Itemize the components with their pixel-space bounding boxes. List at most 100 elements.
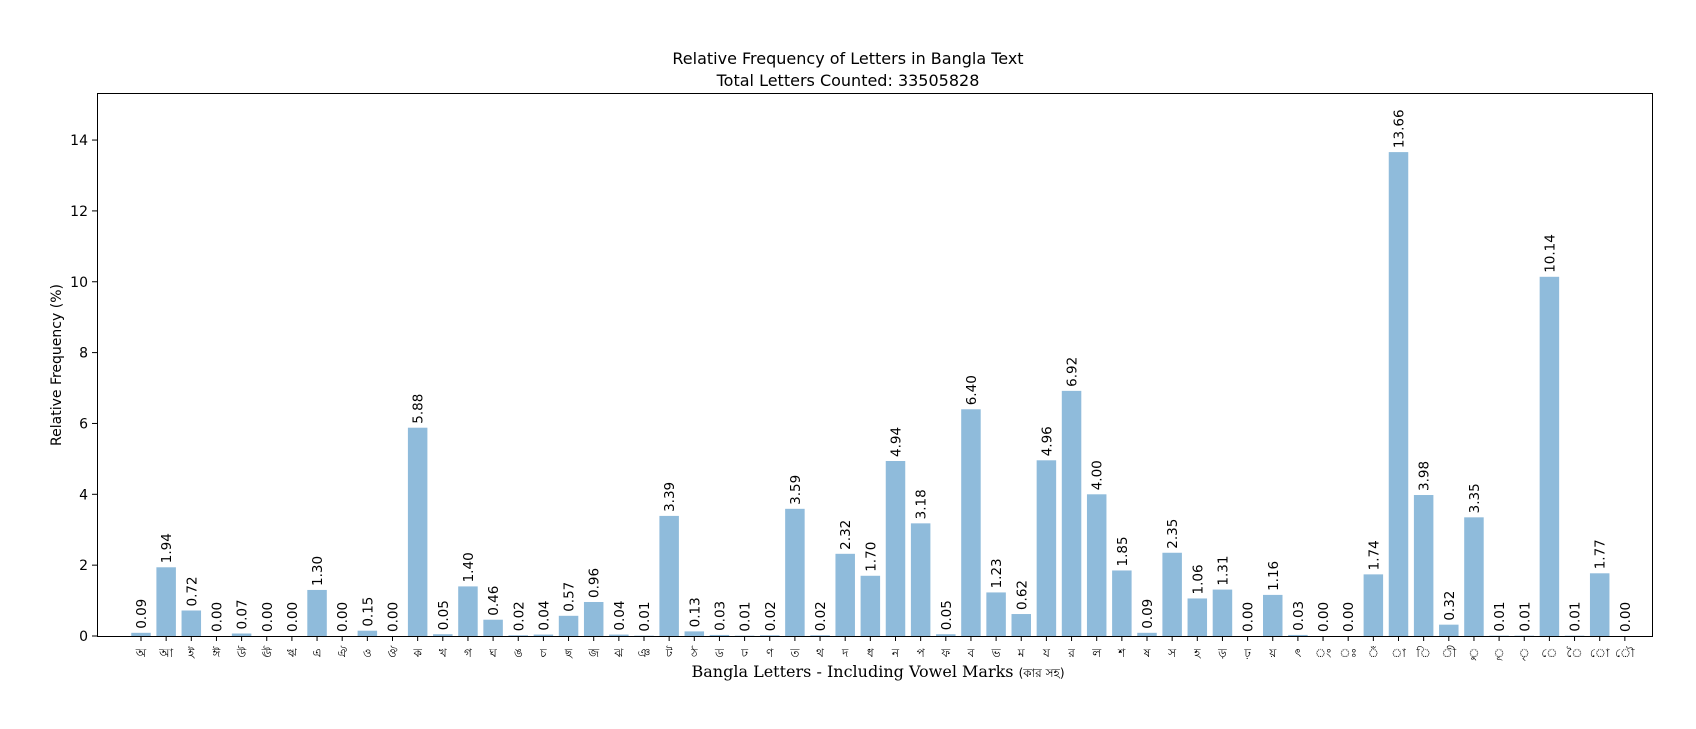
- x-tick-label: ে: [1541, 646, 1557, 660]
- bar: [1162, 552, 1182, 636]
- bar: [936, 634, 956, 636]
- data-label: 1.40: [461, 552, 477, 582]
- bar: [885, 461, 906, 636]
- data-label: 1.16: [1266, 561, 1282, 591]
- data-label: 10.14: [1542, 234, 1558, 273]
- bar: [684, 631, 705, 636]
- x-tick-label: র: [1067, 646, 1075, 660]
- x-tick-label: ঃ: [1339, 646, 1357, 660]
- data-label: 4.00: [1090, 460, 1106, 490]
- data-label: 0.01: [1492, 602, 1508, 632]
- x-tick-label: ং: [1315, 646, 1331, 660]
- data-label: 0.00: [209, 602, 225, 632]
- data-label: 0.00: [1341, 602, 1357, 632]
- data-label: 0.46: [486, 586, 502, 616]
- data-label: 0.00: [386, 602, 402, 632]
- x-tick-label: ী: [1441, 646, 1456, 660]
- bar: [533, 634, 554, 636]
- bar: [1413, 495, 1434, 636]
- bar: [231, 633, 252, 636]
- bar: [1036, 460, 1057, 636]
- x-tick-label: ফ: [940, 646, 950, 660]
- bar: [583, 601, 604, 636]
- bar: [357, 630, 378, 636]
- data-label: 4.96: [1039, 426, 1055, 456]
- bar: [181, 610, 202, 636]
- x-tick-label: দ: [841, 646, 849, 660]
- data-label: 3.35: [1467, 483, 1483, 513]
- x-tick-label: ঁ: [1368, 645, 1379, 660]
- y-axis-label: Relative Frequency (%): [49, 284, 65, 446]
- bar: [860, 575, 881, 636]
- data-label: 1.06: [1190, 564, 1206, 594]
- bar: [1061, 390, 1082, 636]
- y-tick-label: 2: [79, 558, 88, 574]
- y-tick-label: 4: [79, 487, 88, 503]
- x-tick-label: ঞ: [638, 646, 651, 660]
- bar: [407, 427, 428, 636]
- x-tick-label: ূ: [1493, 646, 1504, 661]
- data-label: 0.07: [235, 599, 251, 629]
- plot-frame: [97, 93, 1653, 637]
- x-tick-label: ৈ: [1567, 646, 1583, 660]
- x-tick-label: আ: [158, 646, 174, 660]
- x-tick-label: ন: [891, 646, 900, 660]
- bar: [1187, 598, 1208, 636]
- y-tick-label: 10: [70, 275, 88, 291]
- x-tick-label: ি: [1415, 646, 1431, 660]
- x-tick-label: ৎ: [1295, 646, 1301, 660]
- bar: [131, 632, 151, 636]
- x-axis-label-group: Bangla Letters - Including Vowel Marks (…: [692, 662, 1065, 681]
- data-label: 0.00: [260, 602, 276, 632]
- x-tick-label: ৌ: [1615, 646, 1635, 660]
- x-tick-label: গ: [464, 646, 473, 660]
- data-label: 13.66: [1392, 109, 1408, 148]
- bar: [709, 634, 730, 636]
- x-tick-label: ধ: [867, 646, 874, 660]
- bar: [986, 592, 1006, 636]
- x-tick-label: ঈ: [212, 646, 221, 660]
- bar: [307, 589, 327, 636]
- chart-subtitle: Total Letters Counted: 33505828: [716, 71, 980, 90]
- x-tick-label: ও: [363, 646, 372, 660]
- bar: [508, 635, 528, 636]
- x-tick-label: ঊ: [261, 646, 273, 660]
- data-label: 3.18: [914, 489, 930, 519]
- x-tick-label: হ: [1193, 646, 1201, 660]
- bar: [1439, 624, 1459, 636]
- data-label: 0.72: [184, 576, 200, 606]
- data-label: 1.70: [863, 542, 879, 572]
- x-tick-label: ঠ: [690, 646, 698, 660]
- x-tick-label: ঝ: [613, 646, 624, 660]
- chart-title: Relative Frequency of Letters in Bangla …: [672, 49, 1023, 68]
- x-tick-label: ড: [714, 646, 724, 660]
- x-tick-label: জ: [587, 646, 599, 660]
- data-label: 0.57: [562, 582, 578, 612]
- x-axis-label-note: (কার সহ): [1019, 666, 1065, 680]
- x-tick-label: ৃ: [1519, 646, 1530, 661]
- bar: [1263, 594, 1283, 636]
- bar: [458, 586, 478, 636]
- x-tick-label: ই: [187, 646, 195, 660]
- x-tick-label: ু: [1468, 646, 1479, 661]
- data-label: 0.03: [1291, 601, 1307, 631]
- x-tick-label: খ: [439, 646, 448, 660]
- bar: [1388, 152, 1409, 636]
- bars: [131, 152, 1610, 636]
- data-label: 0.03: [712, 601, 728, 631]
- data-label: 3.39: [662, 482, 678, 512]
- y-tick-label: 8: [79, 346, 88, 362]
- x-tick-label: ড়: [1217, 646, 1227, 660]
- data-label: 3.59: [788, 475, 804, 505]
- data-label: 1.94: [159, 533, 175, 563]
- bar: [1589, 573, 1610, 636]
- x-tick-label: অ: [135, 646, 147, 660]
- y-axis-ticks: 0 2 4 6 8 10 12 14: [70, 133, 98, 645]
- bar: [1086, 494, 1107, 636]
- bar: [1112, 570, 1132, 636]
- x-tick-label: ঔ: [388, 646, 398, 660]
- x-tick-label: ঢ়: [1243, 646, 1251, 660]
- x-tick-label: উ: [236, 646, 247, 660]
